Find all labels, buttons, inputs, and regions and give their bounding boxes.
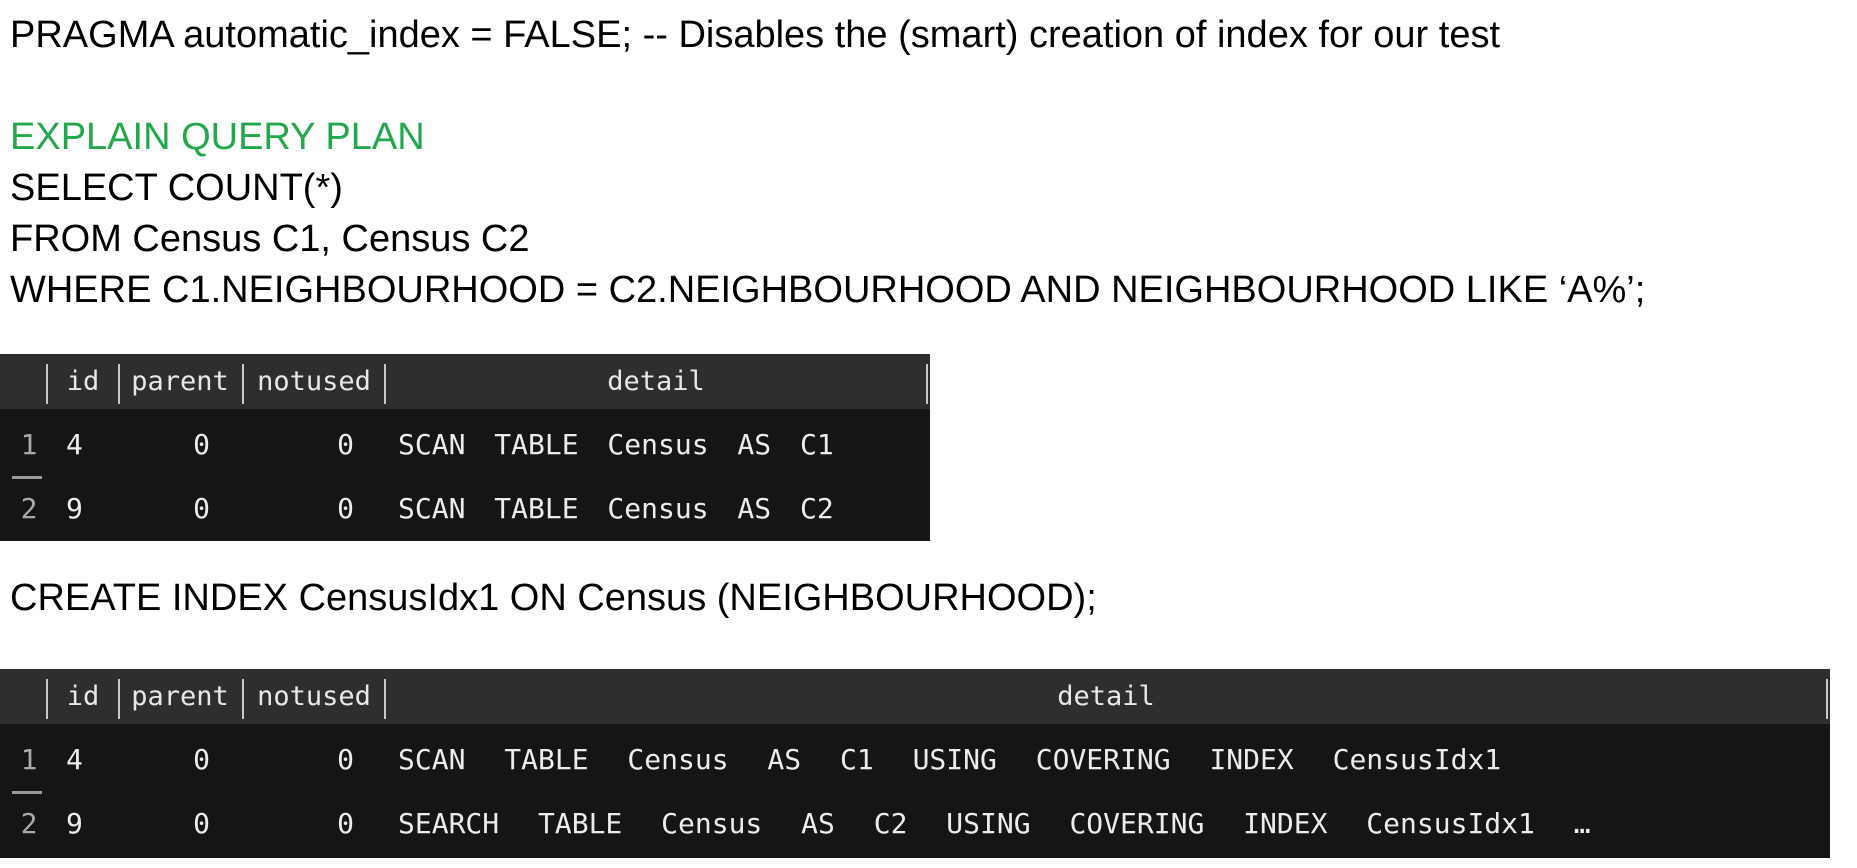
column-header-id[interactable]: id bbox=[66, 366, 100, 397]
column-header-detail[interactable]: detail bbox=[607, 366, 705, 397]
cell-id: 9 bbox=[66, 492, 83, 525]
from-clause: FROM Census C1, Census C2 bbox=[10, 218, 530, 260]
cell-parent: 0 bbox=[193, 743, 210, 776]
column-divider bbox=[926, 364, 928, 404]
cell-detail: SCAN TABLE Census AS C1 bbox=[398, 428, 834, 461]
column-divider bbox=[46, 364, 48, 404]
column-header-parent[interactable]: parent bbox=[131, 681, 229, 712]
column-divider bbox=[1826, 679, 1828, 719]
column-divider bbox=[384, 679, 386, 719]
cell-id: 4 bbox=[66, 743, 83, 776]
table-row[interactable]: 2 9 0 0 SEARCH TABLE Census AS C2 USING … bbox=[0, 793, 1830, 855]
row-divider bbox=[12, 791, 42, 794]
cell-notused: 0 bbox=[337, 743, 354, 776]
column-header-parent[interactable]: parent bbox=[131, 366, 229, 397]
cell-parent: 0 bbox=[193, 807, 210, 840]
cell-detail: SCAN TABLE Census AS C2 bbox=[398, 492, 834, 525]
row-divider bbox=[12, 476, 42, 479]
column-divider bbox=[118, 364, 120, 404]
query-plan-table-2: id parent notused detail 1 4 0 0 SCAN TA… bbox=[0, 669, 1830, 858]
table-header: id parent notused detail bbox=[0, 669, 1830, 724]
cell-id: 9 bbox=[66, 807, 83, 840]
table-header: id parent notused detail bbox=[0, 354, 930, 409]
column-header-notused[interactable]: notused bbox=[257, 366, 371, 397]
table-row[interactable]: 1 4 0 0 SCAN TABLE Census AS C1 USING CO… bbox=[0, 729, 1830, 791]
table-row[interactable]: 1 4 0 0 SCAN TABLE Census AS C1 bbox=[0, 414, 930, 476]
cell-id: 4 bbox=[66, 428, 83, 461]
cell-detail: SEARCH TABLE Census AS C2 USING COVERING… bbox=[398, 807, 1591, 840]
cell-notused: 0 bbox=[337, 492, 354, 525]
column-divider bbox=[242, 364, 244, 404]
column-header-notused[interactable]: notused bbox=[257, 681, 371, 712]
column-divider bbox=[118, 679, 120, 719]
select-clause: SELECT COUNT(*) bbox=[10, 167, 343, 209]
cell-notused: 0 bbox=[337, 428, 354, 461]
column-header-id[interactable]: id bbox=[66, 681, 100, 712]
column-divider bbox=[46, 679, 48, 719]
column-divider bbox=[384, 364, 386, 404]
column-header-detail[interactable]: detail bbox=[1057, 681, 1155, 712]
cell-detail: SCAN TABLE Census AS C1 USING COVERING I… bbox=[398, 743, 1502, 776]
column-divider bbox=[242, 679, 244, 719]
create-index-statement: CREATE INDEX CensusIdx1 ON Census (NEIGH… bbox=[10, 577, 1097, 619]
row-number: 2 bbox=[20, 807, 38, 840]
explain-keyword: EXPLAIN QUERY PLAN bbox=[10, 116, 425, 158]
query-plan-table-1: id parent notused detail 1 4 0 0 SCAN TA… bbox=[0, 354, 930, 541]
where-clause: WHERE C1.NEIGHBOURHOOD = C2.NEIGHBOURHOO… bbox=[10, 269, 1646, 311]
cell-parent: 0 bbox=[193, 428, 210, 461]
cell-parent: 0 bbox=[193, 492, 210, 525]
cell-notused: 0 bbox=[337, 807, 354, 840]
row-number: 2 bbox=[20, 492, 38, 525]
pragma-statement: PRAGMA automatic_index = FALSE; -- Disab… bbox=[10, 14, 1501, 56]
row-number: 1 bbox=[20, 428, 38, 461]
table-row[interactable]: 2 9 0 0 SCAN TABLE Census AS C2 bbox=[0, 478, 930, 540]
row-number: 1 bbox=[20, 743, 38, 776]
